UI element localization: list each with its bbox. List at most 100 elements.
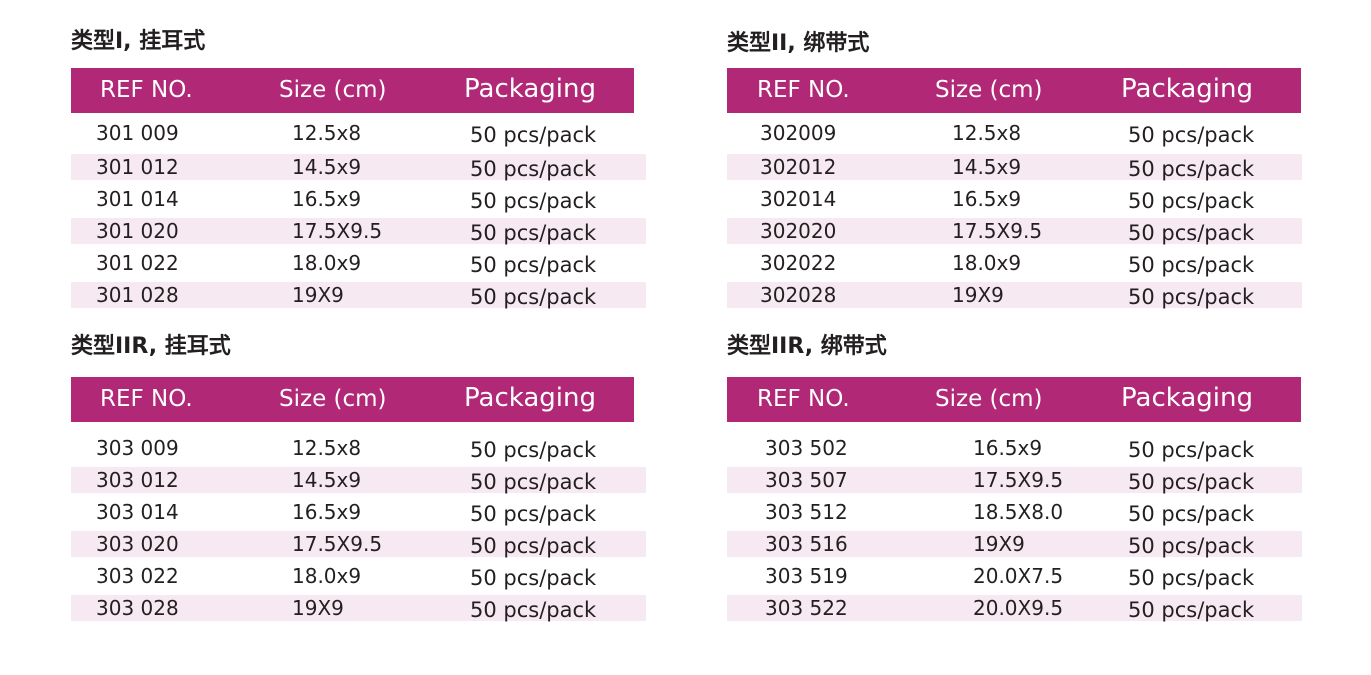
packaging-cell: 50 pcs/pack xyxy=(470,566,597,590)
packaging-cell: 50 pcs/pack xyxy=(1128,123,1255,147)
size-cell: 16.5x9 xyxy=(292,187,362,211)
table-title: 类型I, 挂耳式 xyxy=(71,29,206,54)
table-row: 303 020 17.5X9.5 50 pcs/pack xyxy=(71,531,646,558)
size-cell: 20.0X7.5 xyxy=(973,564,1064,588)
table-row: 303 009 12.5x8 50 pcs/pack xyxy=(71,435,646,462)
size-cell: 18.0x9 xyxy=(952,251,1022,275)
table-row: 302009 12.5x8 50 pcs/pack xyxy=(727,120,1302,147)
packaging-cell: 50 pcs/pack xyxy=(1128,566,1255,590)
ref-cell: 303 012 xyxy=(96,468,179,492)
size-cell: 17.5X9.5 xyxy=(973,468,1064,492)
size-cell: 14.5x9 xyxy=(292,468,362,492)
size-cell: 19X9 xyxy=(292,596,344,620)
ref-cell: 303 009 xyxy=(96,436,179,460)
table-row: 303 012 14.5x9 50 pcs/pack xyxy=(71,467,646,494)
header-packaging: Packaging xyxy=(1121,74,1253,104)
table-row: 303 014 16.5x9 50 pcs/pack xyxy=(71,499,646,526)
table-row: 301 022 18.0x9 50 pcs/pack xyxy=(71,250,646,277)
packaging-cell: 50 pcs/pack xyxy=(1128,470,1255,494)
ref-cell: 303 507 xyxy=(765,468,848,492)
table-row: 303 022 18.0x9 50 pcs/pack xyxy=(71,563,646,590)
size-cell: 19X9 xyxy=(292,283,344,307)
header-size: Size (cm) xyxy=(935,386,1043,412)
size-cell: 17.5X9.5 xyxy=(952,219,1043,243)
packaging-cell: 50 pcs/pack xyxy=(470,470,597,494)
size-cell: 14.5x9 xyxy=(292,155,362,179)
packaging-cell: 50 pcs/pack xyxy=(1128,502,1255,526)
size-cell: 16.5x9 xyxy=(973,436,1043,460)
table-row: 303 522 20.0X9.5 50 pcs/pack xyxy=(727,595,1302,622)
size-cell: 12.5x8 xyxy=(292,436,362,460)
ref-cell: 303 028 xyxy=(96,596,179,620)
packaging-cell: 50 pcs/pack xyxy=(1128,438,1255,462)
table-row: 302020 17.5X9.5 50 pcs/pack xyxy=(727,218,1302,245)
table-row: 302012 14.5x9 50 pcs/pack xyxy=(727,154,1302,181)
table-row: 303 502 16.5x9 50 pcs/pack xyxy=(727,435,1302,462)
ref-cell: 303 022 xyxy=(96,564,179,588)
ref-cell: 303 502 xyxy=(765,436,848,460)
size-cell: 18.0x9 xyxy=(292,564,362,588)
packaging-cell: 50 pcs/pack xyxy=(470,285,597,309)
table-header: REF NO. Size (cm) Packaging xyxy=(71,377,634,422)
table-header: REF NO. Size (cm) Packaging xyxy=(71,68,634,113)
packaging-cell: 50 pcs/pack xyxy=(470,438,597,462)
packaging-cell: 50 pcs/pack xyxy=(1128,157,1255,181)
header-ref-no: REF NO. xyxy=(100,386,193,412)
size-cell: 20.0X9.5 xyxy=(973,596,1064,620)
packaging-cell: 50 pcs/pack xyxy=(1128,534,1255,558)
table-title: 类型IIR, 绑带式 xyxy=(727,334,887,359)
packaging-cell: 50 pcs/pack xyxy=(470,253,597,277)
table-header: REF NO. Size (cm) Packaging xyxy=(727,377,1301,422)
table-row: 302028 19X9 50 pcs/pack xyxy=(727,282,1302,309)
packaging-cell: 50 pcs/pack xyxy=(470,502,597,526)
ref-cell: 301 028 xyxy=(96,283,179,307)
size-cell: 12.5x8 xyxy=(952,121,1022,145)
header-size: Size (cm) xyxy=(935,77,1043,103)
size-cell: 12.5x8 xyxy=(292,121,362,145)
table-row: 302022 18.0x9 50 pcs/pack xyxy=(727,250,1302,277)
ref-cell: 301 014 xyxy=(96,187,179,211)
size-cell: 16.5x9 xyxy=(292,500,362,524)
header-ref-no: REF NO. xyxy=(757,386,850,412)
size-cell: 14.5x9 xyxy=(952,155,1022,179)
table-row: 301 020 17.5X9.5 50 pcs/pack xyxy=(71,218,646,245)
table-row: 303 512 18.5X8.0 50 pcs/pack xyxy=(727,499,1302,526)
ref-cell: 303 519 xyxy=(765,564,848,588)
packaging-cell: 50 pcs/pack xyxy=(470,189,597,213)
packaging-cell: 50 pcs/pack xyxy=(1128,189,1255,213)
table-row: 301 012 14.5x9 50 pcs/pack xyxy=(71,154,646,181)
header-size: Size (cm) xyxy=(279,77,387,103)
packaging-cell: 50 pcs/pack xyxy=(470,598,597,622)
packaging-cell: 50 pcs/pack xyxy=(470,157,597,181)
ref-cell: 302020 xyxy=(760,219,837,243)
table-row: 302014 16.5x9 50 pcs/pack xyxy=(727,186,1302,213)
header-ref-no: REF NO. xyxy=(100,77,193,103)
ref-cell: 302012 xyxy=(760,155,837,179)
header-packaging: Packaging xyxy=(1121,383,1253,413)
header-packaging: Packaging xyxy=(464,74,596,104)
ref-cell: 301 012 xyxy=(96,155,179,179)
table-row: 303 519 20.0X7.5 50 pcs/pack xyxy=(727,563,1302,590)
size-cell: 16.5x9 xyxy=(952,187,1022,211)
ref-cell: 302009 xyxy=(760,121,837,145)
header-ref-no: REF NO. xyxy=(757,77,850,103)
size-cell: 17.5X9.5 xyxy=(292,219,383,243)
ref-cell: 303 516 xyxy=(765,532,848,556)
ref-cell: 302028 xyxy=(760,283,837,307)
ref-cell: 303 014 xyxy=(96,500,179,524)
table-row: 301 028 19X9 50 pcs/pack xyxy=(71,282,646,309)
size-cell: 19X9 xyxy=(952,283,1004,307)
packaging-cell: 50 pcs/pack xyxy=(470,534,597,558)
packaging-cell: 50 pcs/pack xyxy=(470,123,597,147)
header-size: Size (cm) xyxy=(279,386,387,412)
packaging-cell: 50 pcs/pack xyxy=(1128,598,1255,622)
table-row: 303 507 17.5X9.5 50 pcs/pack xyxy=(727,467,1302,494)
size-cell: 17.5X9.5 xyxy=(292,532,383,556)
packaging-cell: 50 pcs/pack xyxy=(1128,253,1255,277)
ref-cell: 301 009 xyxy=(96,121,179,145)
size-cell: 18.5X8.0 xyxy=(973,500,1064,524)
table-title: 类型II, 绑带式 xyxy=(727,31,870,56)
table-row: 303 028 19X9 50 pcs/pack xyxy=(71,595,646,622)
ref-cell: 301 020 xyxy=(96,219,179,243)
packaging-cell: 50 pcs/pack xyxy=(1128,221,1255,245)
